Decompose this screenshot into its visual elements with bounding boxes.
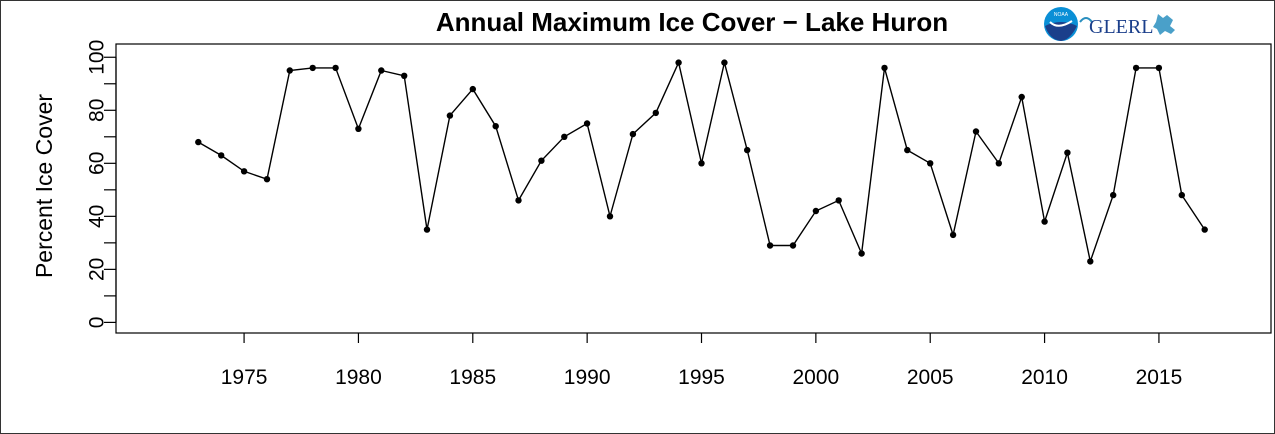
data-point	[995, 160, 1002, 167]
x-tick-label: 1990	[564, 366, 611, 389]
data-point	[744, 146, 751, 154]
data-point	[492, 123, 499, 130]
chart-title: Annual Maximum Ice Cover − Lake Huron	[436, 7, 948, 37]
data-point	[927, 160, 934, 167]
data-point	[858, 250, 865, 257]
x-tick-label: 2000	[793, 366, 840, 389]
data-point	[1041, 218, 1048, 225]
data-point	[766, 242, 774, 249]
noaa-logo-wave	[1045, 22, 1077, 41]
y-axis-label: Percent Ice Cover	[31, 94, 57, 278]
data-point	[1087, 258, 1094, 265]
data-point	[1064, 149, 1071, 156]
data-point	[1201, 226, 1208, 233]
y-tick-label: 80	[85, 99, 108, 122]
data-point	[812, 207, 820, 215]
data-point	[332, 64, 339, 72]
x-tick-label: 1995	[678, 366, 725, 389]
data-point	[835, 197, 842, 204]
noaa-logo-gull	[1049, 20, 1073, 27]
data-point	[378, 67, 385, 74]
plot-area	[115, 43, 1272, 334]
y-tick-label: 60	[85, 152, 108, 175]
data-point	[401, 72, 408, 80]
data-point	[240, 168, 248, 175]
glerl-gull-icon	[1079, 17, 1093, 23]
x-axis: 1975 1980 1985 1990 1995 2000 2005 2010 2015	[221, 333, 1183, 389]
glerl-logo-text: GLERL	[1089, 16, 1153, 38]
y-tick-label: 0	[85, 317, 108, 329]
data-point	[629, 130, 637, 138]
data-point	[652, 109, 659, 117]
data-point	[881, 64, 888, 72]
data-point	[309, 64, 316, 72]
data-point	[1018, 93, 1025, 101]
data-point	[904, 146, 911, 154]
x-tick-label: 1980	[335, 366, 382, 389]
data-point	[515, 197, 522, 204]
data-point	[721, 59, 728, 66]
noaa-logo-text: NOAA	[1054, 12, 1069, 18]
great-lakes-map-icon	[1153, 14, 1175, 35]
data-point	[606, 213, 614, 220]
y-tick-label: 40	[85, 205, 108, 228]
data-point	[469, 85, 476, 93]
data-point	[446, 112, 454, 119]
y-tick-label: 20	[85, 258, 108, 281]
x-tick-label: 2015	[1136, 366, 1183, 389]
y-axis: 0 20 40 60 80 100	[85, 40, 117, 329]
data-point	[583, 120, 591, 127]
data-point	[1132, 64, 1140, 72]
data-point	[1155, 64, 1163, 72]
data-point	[698, 160, 705, 167]
data-point	[355, 125, 362, 132]
data-point	[218, 152, 225, 159]
data-point	[675, 59, 682, 66]
x-tick-label: 2010	[1021, 366, 1068, 389]
data-point	[263, 176, 271, 183]
data-point	[1110, 191, 1117, 199]
x-tick-label: 1975	[221, 366, 268, 389]
x-tick-label: 1985	[449, 366, 496, 389]
data-point	[949, 231, 957, 239]
data-point	[195, 138, 202, 146]
data-point	[789, 242, 797, 249]
data-point	[538, 157, 545, 164]
x-tick-label: 2005	[907, 366, 954, 389]
glerl-noaa-logo: NOAA GLERL	[1044, 7, 1175, 41]
data-point	[286, 67, 293, 74]
data-point	[972, 128, 980, 135]
data-point	[1178, 191, 1186, 199]
data-point	[423, 226, 431, 233]
data-point	[561, 133, 568, 140]
series-line-group	[195, 59, 1208, 265]
y-tick-label: 100	[85, 40, 108, 75]
